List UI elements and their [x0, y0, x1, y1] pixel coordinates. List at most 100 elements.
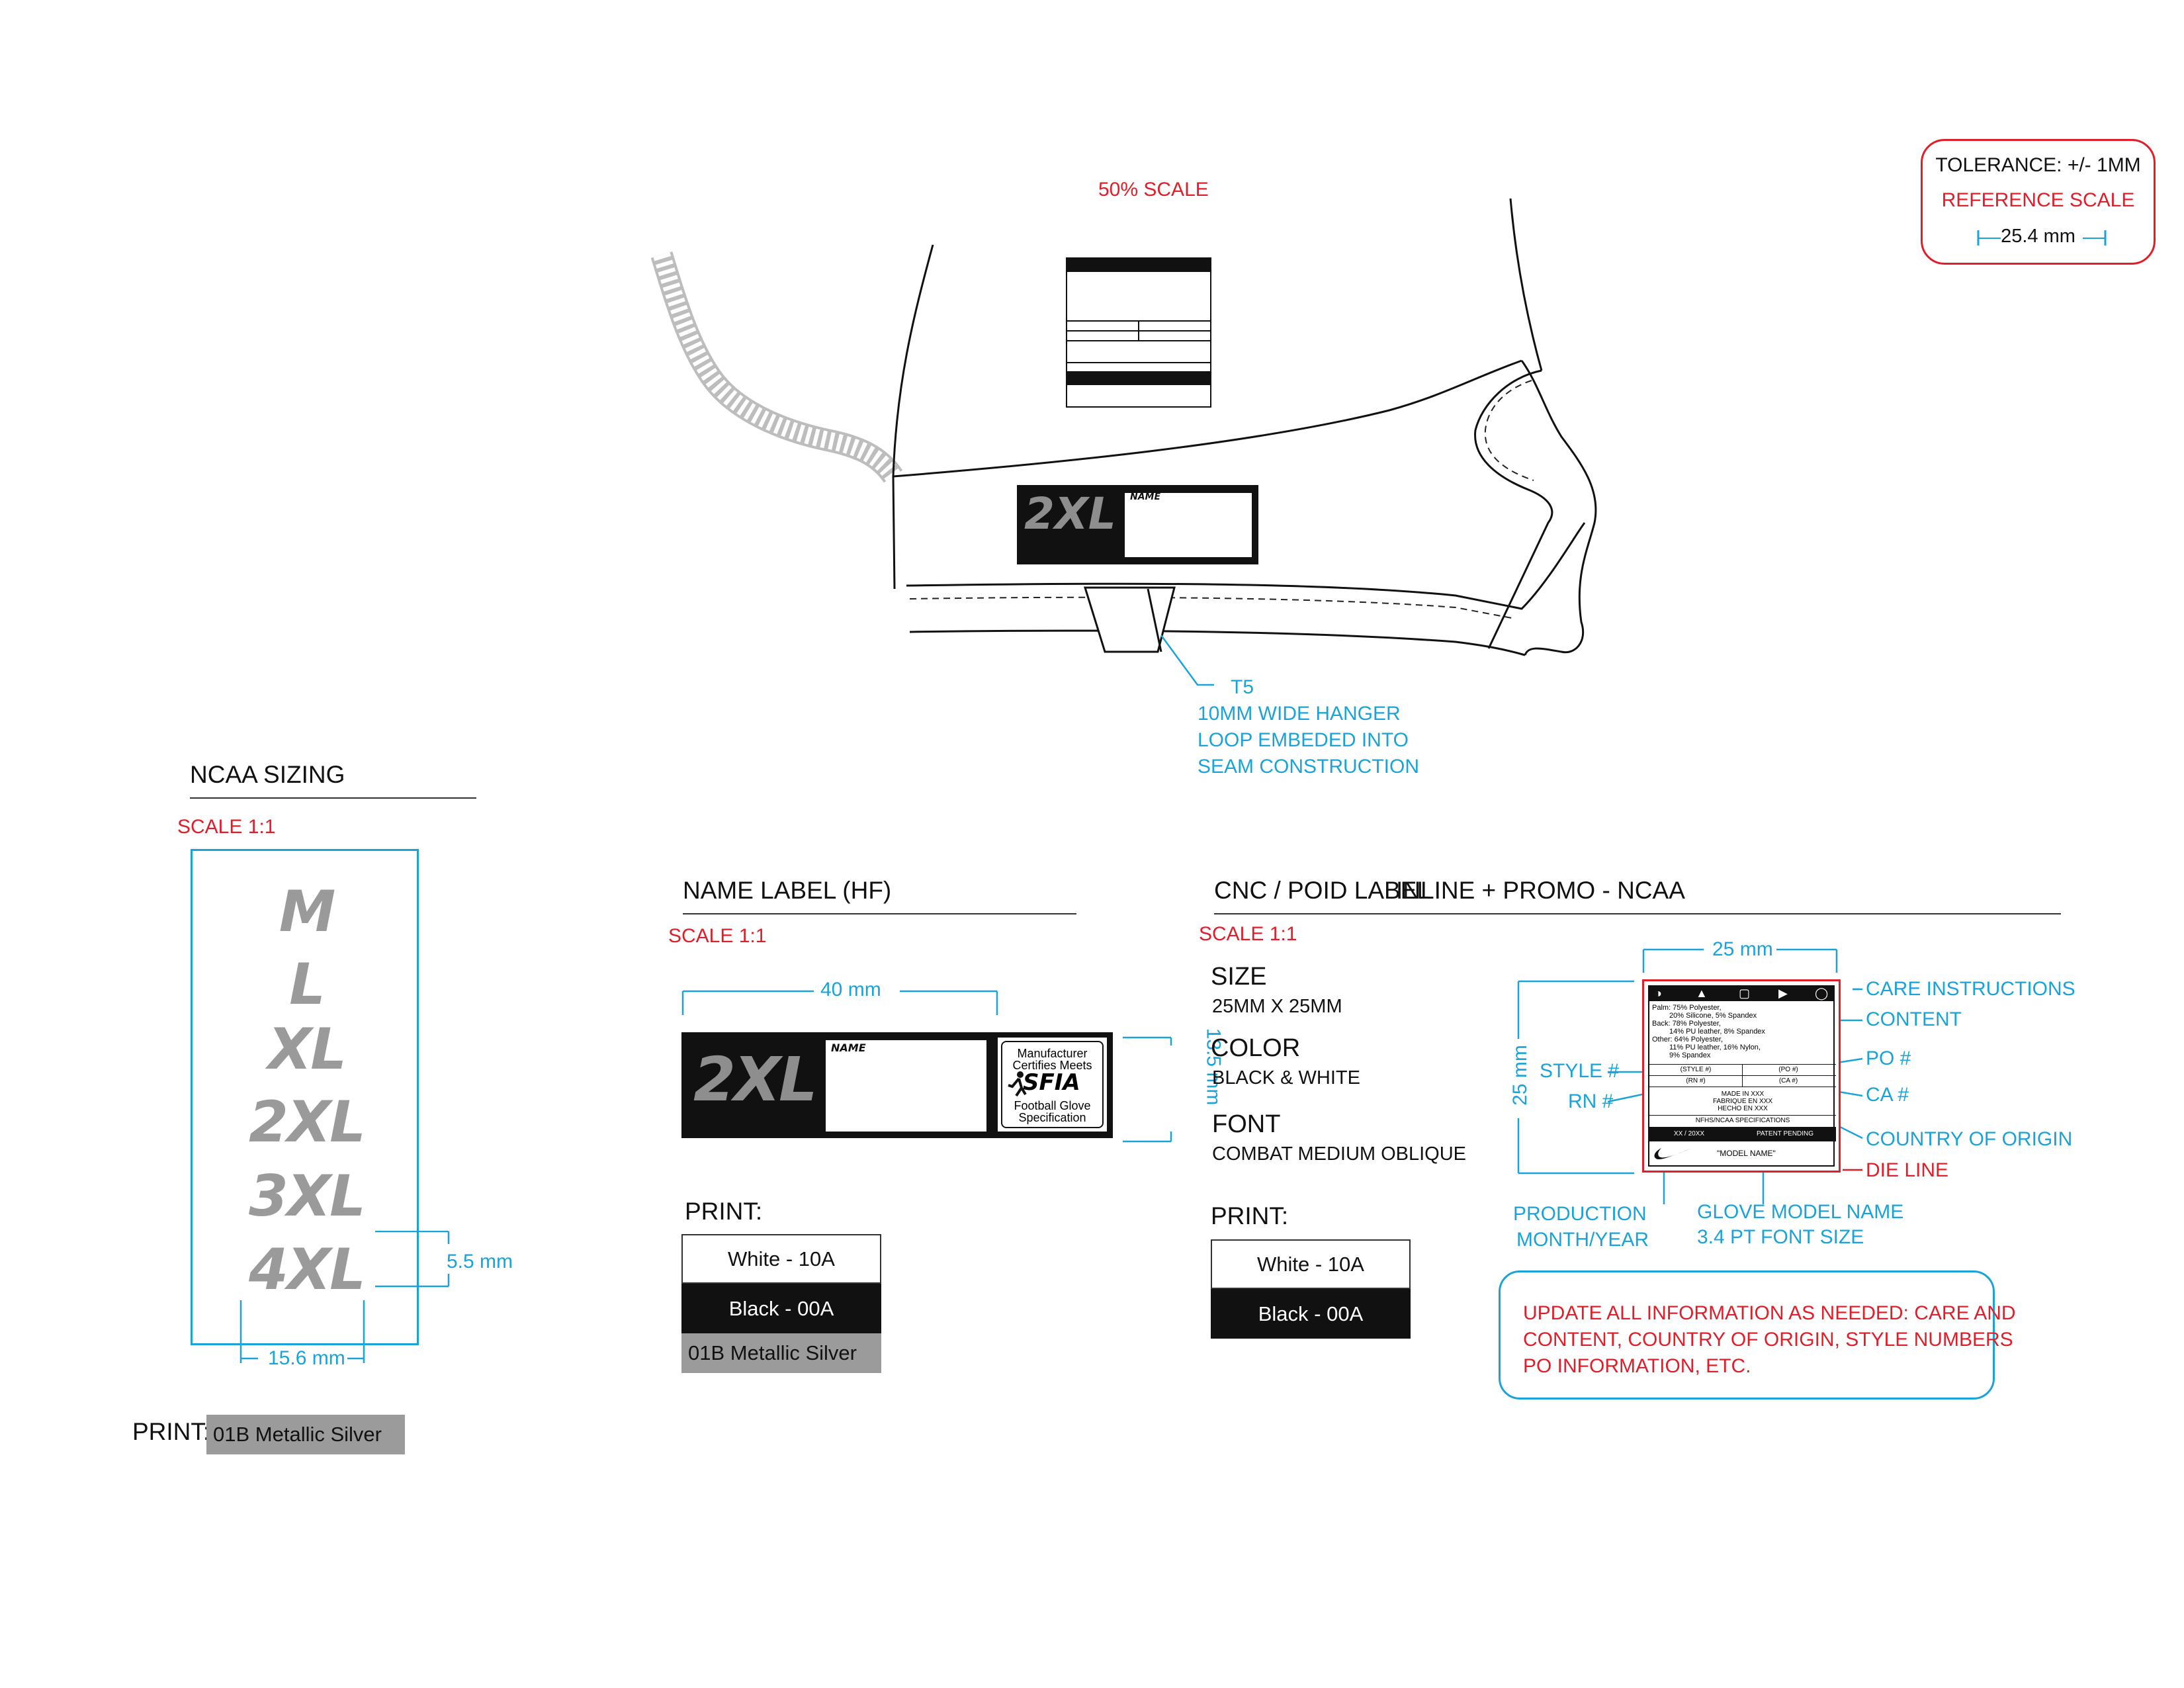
update-note-box: UPDATE ALL INFORMATION AS NEEDED: CARE A… — [1499, 1270, 2016, 1399]
patent-field: PATENT PENDING — [1756, 1130, 1814, 1137]
name-label-dimensions — [681, 990, 1172, 1143]
content-line-6: 11% PU leather, 16% Nylon, — [1669, 1044, 1761, 1051]
ncaa-sizing-scale: SCALE 1:1 — [177, 816, 276, 838]
ncaa-sizing-title: NCAA SIZING — [190, 761, 345, 788]
content-line-1: Palm: 75% Polyester, — [1652, 1004, 1722, 1012]
sfia-line-4: Football Glove — [1014, 1099, 1091, 1112]
callout-po: PO # — [1866, 1047, 1911, 1069]
content-line-2: 20% Silicone, 5% Spandex — [1669, 1012, 1757, 1020]
glove-illustration — [650, 198, 1597, 686]
tolerance-title: TOLERANCE: +/- 1MM — [1935, 154, 2141, 176]
label-style-field: (STYLE #) — [1680, 1066, 1712, 1073]
ncaa-size-chart: M L XL 2XL 3XL 4XL — [191, 849, 419, 1345]
cnc-color-heading: COLOR — [1211, 1034, 1301, 1062]
content-line-5: Other: 64% Polyester, — [1652, 1036, 1723, 1044]
ncaa-height-dim: 5.5 mm — [447, 1251, 513, 1272]
size-m: M — [279, 879, 336, 945]
name-label-name-box: NAME — [826, 1040, 986, 1132]
glove-stitching — [909, 380, 1534, 619]
model-name-field: "MODEL NAME" — [1717, 1149, 1776, 1158]
name-label-name-field: NAME — [831, 1042, 866, 1054]
ncaa-size-dimensions — [240, 1231, 450, 1363]
ncaa-sizing-rule — [190, 797, 476, 799]
date-patent-bar: XX / 20XX PATENT PENDING — [1649, 1127, 1836, 1141]
origin-line-3: HECHO EN XXX — [1718, 1105, 1768, 1112]
name-label-width-dim: 40 mm — [820, 979, 881, 1000]
cnc-label-rule — [1214, 913, 2061, 914]
update-note-line-2: CONTENT, COUNTRY OF ORIGIN, STYLE NUMBER… — [1523, 1329, 2013, 1351]
cnc-label-title-overlap: INLINE + PROMO - NCAA — [1396, 877, 1685, 904]
callout-content: CONTENT — [1866, 1008, 1962, 1030]
ncaa-width-dim: 15.6 mm — [268, 1347, 345, 1369]
wrist-cord — [650, 251, 903, 483]
cnc-font-heading: FONT — [1212, 1110, 1281, 1138]
callout-model-name-1: GLOVE MODEL NAME — [1697, 1201, 1904, 1223]
callout-production-1: PRODUCTION — [1513, 1203, 1647, 1225]
size-2xl: 2XL — [249, 1089, 366, 1155]
care-label-mini — [1066, 257, 1211, 408]
callout-care-instructions: CARE INSTRUCTIONS — [1866, 978, 2075, 1000]
cnc-color-value: BLACK & WHITE — [1212, 1067, 1360, 1088]
tolerance-subtitle: REFERENCE SCALE — [1941, 189, 2135, 211]
callout-style: STYLE # — [1540, 1060, 1620, 1082]
hanger-callout-1: T5 — [1231, 676, 1254, 698]
care-label: ◑ ▲ ▢ ▶ ◯ Palm: 75% Polyester, 20% Silic… — [1642, 979, 1841, 1173]
date-field: XX / 20XX — [1673, 1130, 1705, 1137]
callout-model-name-2: 3.4 PT FONT SIZE — [1697, 1226, 1864, 1248]
label-po-field: (PO #) — [1778, 1066, 1798, 1073]
cnc-height-dim: 25 mm — [1508, 1045, 1531, 1106]
wash-icon: ◑ — [1655, 987, 1662, 1000]
bleach-icon: ▲ — [1696, 987, 1708, 1000]
dryclean-icon: ◯ — [1815, 987, 1829, 1000]
cnc-width-dim: 25 mm — [1712, 938, 1773, 960]
size-l: L — [289, 952, 326, 1018]
name-label-scale: SCALE 1:1 — [668, 925, 767, 947]
ncaa-print-label: PRINT: — [132, 1418, 210, 1445]
sfia-logo-text: SFIA — [1023, 1069, 1080, 1096]
name-label-size-text: 2XL — [693, 1044, 818, 1115]
name-label-graphic: 2XL NAME Manufacturer Certifies Meets SF… — [681, 1032, 1113, 1138]
name-label-swatch-black: Black - 00A — [681, 1284, 881, 1333]
sfia-line-5: Specification — [1018, 1111, 1086, 1124]
tolerance-ref-dimension — [1977, 230, 2107, 245]
cnc-size-heading: SIZE — [1211, 963, 1267, 991]
content-line-4: 14% PU leather, 8% Spandex — [1669, 1028, 1765, 1036]
callout-rn: RN # — [1568, 1090, 1614, 1112]
glove-name-field: NAME — [1130, 492, 1161, 502]
update-note-line-3: PO INFORMATION, ETC. — [1523, 1355, 1751, 1377]
cnc-label-title: CNC / POID LABEL — [1214, 877, 1430, 904]
origin-line-2: FABRIQUE EN XXX — [1712, 1098, 1773, 1105]
hanger-callout-3: LOOP EMBEDED INTO — [1198, 729, 1409, 751]
size-xl: XL — [267, 1016, 347, 1083]
cnc-label-scale: SCALE 1:1 — [1199, 923, 1297, 945]
cnc-swatch-white: White - 10A — [1211, 1239, 1411, 1289]
scale-note: 50% SCALE — [1098, 179, 1209, 200]
hanger-loop — [1083, 586, 1176, 653]
content-line-7: 9% Spandex — [1669, 1051, 1711, 1059]
label-ca-field: (CA #) — [1778, 1077, 1798, 1085]
dry-icon: ▢ — [1739, 987, 1751, 1000]
label-rn-field: (RN #) — [1686, 1077, 1706, 1085]
content-line-3: Back: 78% Polyester, — [1652, 1020, 1721, 1028]
spec-line: NFHS/NCAA SPECIFICATIONS — [1695, 1117, 1790, 1124]
care-icons-bar: ◑ ▲ ▢ ▶ ◯ — [1649, 987, 1835, 1001]
update-note-line-1: UPDATE ALL INFORMATION AS NEEDED: CARE A… — [1523, 1302, 2016, 1324]
name-label-swatch-white: White - 10A — [681, 1234, 881, 1284]
ncaa-print-swatch: 01B Metallic Silver — [206, 1415, 405, 1454]
glove-size-patch-text: 2XL — [1024, 488, 1116, 539]
callout-production-2: MONTH/YEAR — [1516, 1229, 1649, 1251]
name-label-swatch-silver: 01B Metallic Silver — [681, 1333, 881, 1373]
cnc-font-value: COMBAT MEDIUM OBLIQUE — [1212, 1143, 1467, 1165]
cnc-size-value: 25MM X 25MM — [1212, 996, 1342, 1017]
size-4xl: 4XL — [249, 1237, 366, 1303]
swoosh-logo-icon — [1654, 1148, 1692, 1160]
callout-ca: CA # — [1866, 1084, 1909, 1106]
callout-die-line: DIE LINE — [1866, 1159, 1949, 1181]
sfia-badge: Manufacturer Certifies Meets SFIA Footba… — [998, 1038, 1107, 1132]
callout-country-of-origin: COUNTRY OF ORIGIN — [1866, 1128, 2073, 1150]
cnc-swatch-black: Black - 00A — [1211, 1289, 1411, 1339]
origin-line-1: MADE IN XXX — [1721, 1090, 1765, 1098]
glove-outline — [892, 198, 1597, 656]
hanger-callout-4: SEAM CONSTRUCTION — [1198, 756, 1420, 777]
iron-icon: ▶ — [1778, 987, 1788, 1000]
